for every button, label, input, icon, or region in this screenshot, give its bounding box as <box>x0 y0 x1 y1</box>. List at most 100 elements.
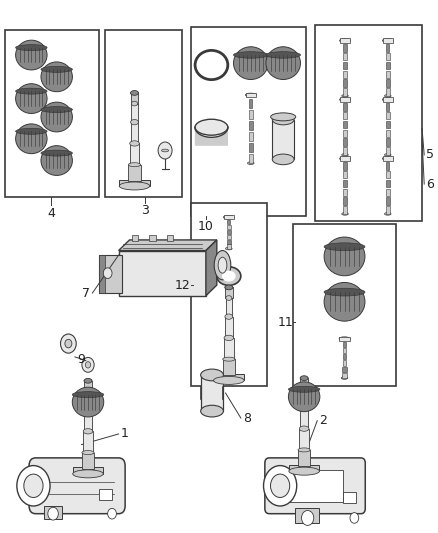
Bar <box>99 255 122 293</box>
Ellipse shape <box>342 94 348 97</box>
Bar <box>99 255 106 293</box>
Bar <box>343 171 347 179</box>
Ellipse shape <box>225 286 233 289</box>
Ellipse shape <box>385 154 391 156</box>
Ellipse shape <box>130 141 139 146</box>
Bar <box>382 98 393 102</box>
Bar <box>343 189 347 196</box>
Ellipse shape <box>41 62 72 92</box>
Ellipse shape <box>201 405 223 417</box>
Bar <box>225 287 233 298</box>
Ellipse shape <box>41 107 72 112</box>
Bar <box>106 30 182 197</box>
Bar <box>149 235 155 241</box>
Bar <box>386 121 390 128</box>
Circle shape <box>350 513 359 523</box>
Ellipse shape <box>195 119 228 135</box>
Bar <box>226 298 232 317</box>
Bar <box>340 157 350 161</box>
Bar <box>44 506 62 519</box>
Ellipse shape <box>271 113 296 121</box>
Bar <box>119 180 150 186</box>
Circle shape <box>85 362 91 368</box>
Bar <box>382 157 393 161</box>
Bar <box>295 508 319 523</box>
Ellipse shape <box>16 128 47 134</box>
Ellipse shape <box>162 149 169 152</box>
Bar <box>249 132 253 141</box>
Ellipse shape <box>289 467 319 475</box>
Bar <box>227 230 231 234</box>
Ellipse shape <box>214 251 231 280</box>
Bar <box>226 245 231 248</box>
Ellipse shape <box>339 39 350 43</box>
Text: 4: 4 <box>47 207 55 220</box>
Ellipse shape <box>288 386 320 392</box>
FancyBboxPatch shape <box>29 458 125 514</box>
Bar <box>84 381 92 391</box>
Ellipse shape <box>72 387 104 417</box>
Bar <box>201 375 223 411</box>
Circle shape <box>158 142 172 159</box>
Ellipse shape <box>214 376 244 384</box>
Ellipse shape <box>225 314 233 319</box>
Ellipse shape <box>339 98 350 101</box>
Ellipse shape <box>72 392 104 398</box>
Ellipse shape <box>85 389 91 394</box>
Ellipse shape <box>128 163 141 167</box>
Ellipse shape <box>195 51 228 79</box>
Text: 9: 9 <box>77 353 85 366</box>
Ellipse shape <box>119 182 150 190</box>
Ellipse shape <box>300 376 308 381</box>
Ellipse shape <box>218 257 227 273</box>
Bar <box>386 44 389 52</box>
Ellipse shape <box>225 285 233 290</box>
Ellipse shape <box>324 243 365 251</box>
Ellipse shape <box>300 405 308 410</box>
Bar <box>386 162 389 169</box>
Bar <box>84 410 92 431</box>
Bar <box>340 38 350 43</box>
Circle shape <box>24 474 43 497</box>
Bar <box>385 88 390 96</box>
Bar <box>385 206 390 214</box>
Ellipse shape <box>385 213 391 215</box>
Ellipse shape <box>223 357 235 361</box>
Ellipse shape <box>382 39 393 43</box>
Ellipse shape <box>324 288 365 296</box>
Bar <box>343 354 346 359</box>
Ellipse shape <box>298 448 310 452</box>
Bar <box>223 359 235 375</box>
Bar <box>191 27 306 216</box>
Bar <box>315 25 422 221</box>
Circle shape <box>301 511 314 526</box>
Text: 6: 6 <box>426 177 434 191</box>
Bar <box>83 431 93 453</box>
Ellipse shape <box>201 369 223 381</box>
Bar <box>82 453 94 469</box>
Bar <box>227 225 230 229</box>
Bar <box>340 98 350 102</box>
Ellipse shape <box>342 213 348 215</box>
Ellipse shape <box>272 114 294 125</box>
Bar <box>293 224 396 386</box>
Ellipse shape <box>84 378 92 383</box>
Text: 11: 11 <box>278 316 293 329</box>
Polygon shape <box>119 240 217 251</box>
Ellipse shape <box>324 237 365 276</box>
Bar <box>386 103 389 110</box>
Bar <box>166 235 173 241</box>
Ellipse shape <box>131 101 138 106</box>
Ellipse shape <box>84 407 92 413</box>
Ellipse shape <box>226 247 232 250</box>
Bar <box>343 147 347 155</box>
Bar <box>223 215 234 219</box>
Ellipse shape <box>131 119 138 125</box>
Ellipse shape <box>41 102 72 132</box>
Bar <box>386 171 389 179</box>
Bar <box>343 88 347 96</box>
Text: 10: 10 <box>198 220 214 233</box>
Bar <box>343 198 347 205</box>
Bar <box>386 189 390 196</box>
Ellipse shape <box>288 382 320 411</box>
